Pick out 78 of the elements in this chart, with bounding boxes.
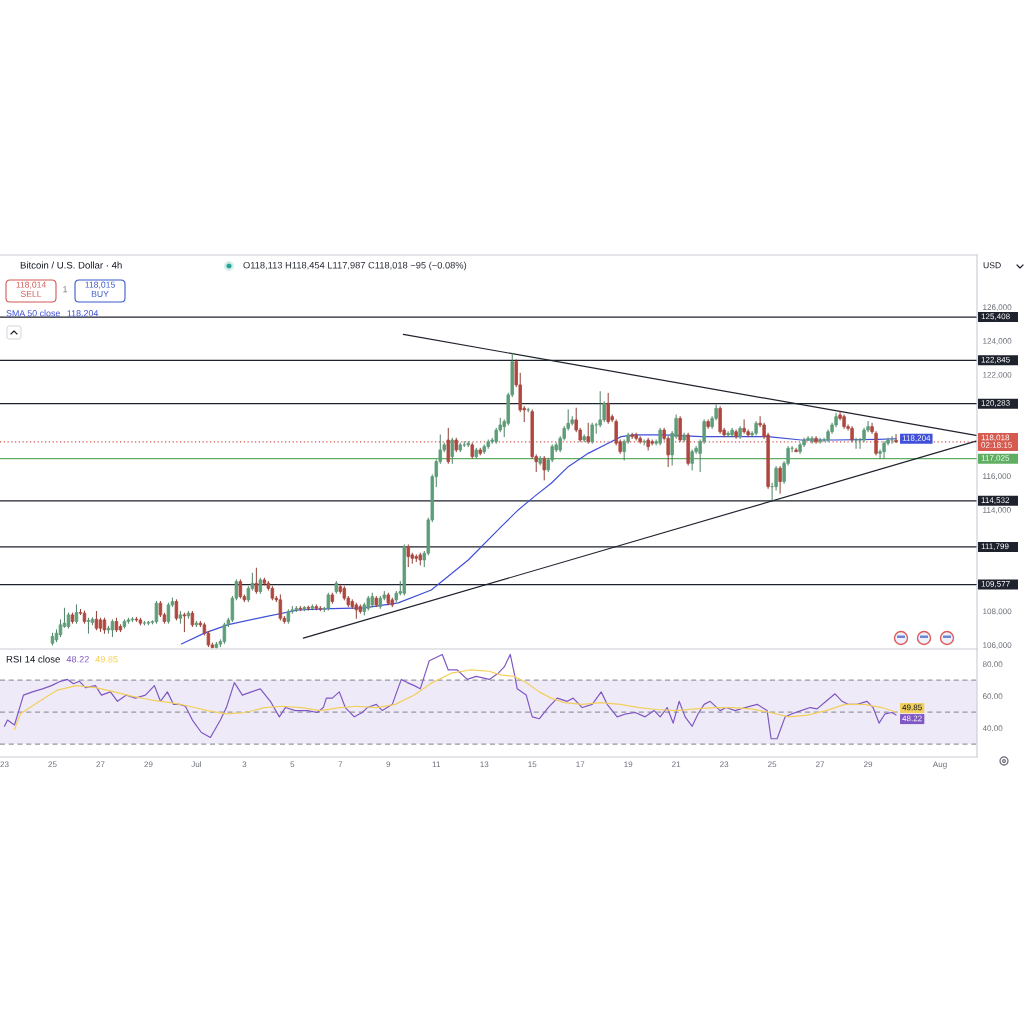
x-tick-label: 11 <box>432 761 441 767</box>
x-tick-label: 23 <box>720 761 729 768</box>
candlestick <box>810 436 814 444</box>
candlestick <box>778 466 782 494</box>
x-tick-label: 27 <box>96 761 105 767</box>
x-tick-label: 15 <box>528 761 537 768</box>
y-axis-title: USD <box>983 262 1001 269</box>
y-tick-label: 122,000 <box>983 371 1012 379</box>
candlestick <box>450 437 454 464</box>
ref-line-label: 125,408 <box>981 313 1010 321</box>
x-tick-label: 3 <box>242 761 247 768</box>
candlestick <box>742 419 746 434</box>
candlestick <box>238 579 243 599</box>
ref-line-label: 114,532 <box>981 497 1010 504</box>
candlestick <box>678 416 682 443</box>
y-tick-label: 116,000 <box>983 473 1011 480</box>
candlestick <box>814 436 818 444</box>
x-tick-label: 17 <box>576 761 585 767</box>
x-tick-label: 7 <box>338 761 343 767</box>
x-tick-label: 29 <box>863 761 873 768</box>
ref-line-label: 122,845 <box>981 356 1010 364</box>
annotation: 118,015 BUY <box>85 281 115 297</box>
data-label: 49.85 <box>902 704 922 711</box>
candlestick <box>606 392 610 424</box>
y-tick-label: 124,000 <box>983 338 1012 345</box>
candlestick <box>726 431 730 438</box>
x-tick-label: Jul <box>191 761 202 768</box>
candlestick <box>718 406 722 434</box>
candlestick <box>542 456 546 481</box>
y-tick-label: 60.00 <box>982 693 1003 700</box>
candlestick <box>818 437 822 444</box>
x-tick-label: 5 <box>290 761 295 768</box>
y-tick-label: 80.00 <box>982 661 1003 668</box>
candlestick <box>882 441 886 459</box>
candlestick <box>590 422 594 444</box>
ref-line-label: 111,799 <box>981 543 1009 551</box>
ref-line-label: 109,577 <box>981 580 1010 588</box>
candlestick <box>890 436 894 444</box>
x-tick-label: 13 <box>480 761 489 768</box>
candlestick <box>278 594 283 621</box>
chart-title: Bitcoin / U.S. Dollar · 4h <box>20 261 122 269</box>
x-tick-label: 25 <box>48 761 57 768</box>
y-tick-label: 108,000 <box>983 608 1012 616</box>
candlestick <box>174 599 179 621</box>
text: 49.85 <box>95 655 118 663</box>
annotation: 1 <box>63 286 67 293</box>
text: 48.22 <box>66 655 89 663</box>
ref-line-label: 117,025 <box>981 455 1010 462</box>
x-tick-label: 9 <box>386 761 391 768</box>
candlestick <box>690 449 694 471</box>
candlestick <box>166 602 171 624</box>
data-label: 118,204 <box>902 435 931 442</box>
y-tick-label: 106,000 <box>983 642 1012 649</box>
x-tick-label: 25 <box>768 761 777 768</box>
candlestick <box>586 422 590 444</box>
x-tick-label: 27 <box>816 761 825 767</box>
candlestick <box>734 429 738 439</box>
candlestick <box>854 437 858 449</box>
x-tick-label: 19 <box>624 761 633 768</box>
annotation: 118,014 SELL <box>16 281 46 297</box>
text: O118,113 H118,454 L117,987 C118,018 −95 (−0.08%) <box>243 261 467 271</box>
text: RSI 14 close <box>6 655 60 663</box>
x-tick-label: 23 <box>0 761 9 768</box>
candlestick <box>894 434 898 443</box>
x-tick-label: Aug <box>932 761 947 769</box>
y-tick-label: 114,000 <box>983 507 1011 514</box>
data-label: 48.22 <box>902 715 922 722</box>
y-tick-label: 40.00 <box>982 725 1003 732</box>
text: SMA 50 close <box>6 309 60 317</box>
candlestick <box>446 427 450 464</box>
y-tick-label: 126,000 <box>983 304 1012 311</box>
x-tick-label: 29 <box>144 761 153 768</box>
candlestick <box>222 622 227 644</box>
x-tick-label: 21 <box>672 761 681 767</box>
ref-line-label: 120,283 <box>981 400 1010 407</box>
candlestick <box>706 419 710 429</box>
text: 118,204 <box>67 310 99 318</box>
ref-line-label: 118,018 02:18:15 <box>981 434 1013 448</box>
